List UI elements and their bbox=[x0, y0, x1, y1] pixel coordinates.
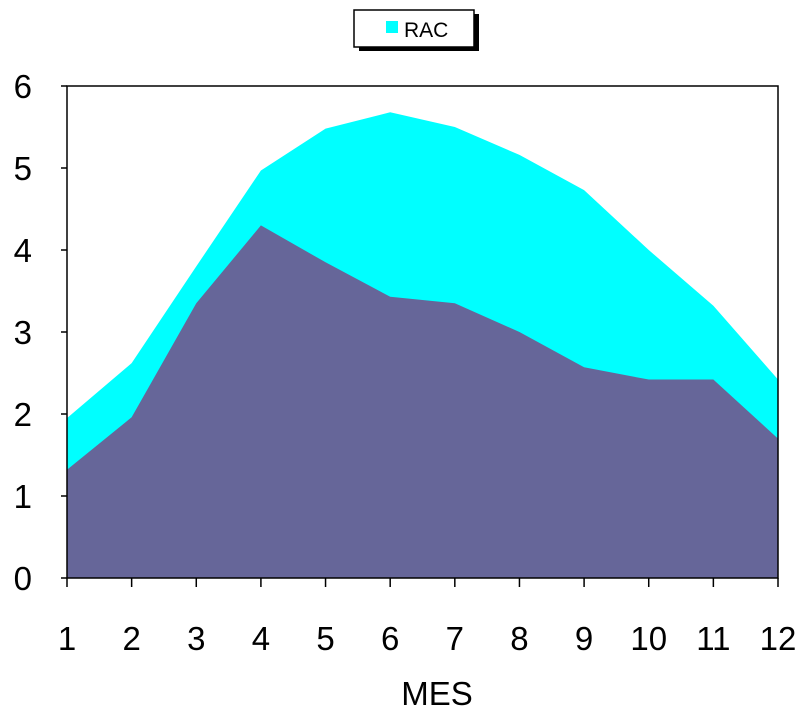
x-axis-title: MES bbox=[401, 675, 473, 712]
x-tick-label-7: 7 bbox=[446, 620, 464, 657]
x-tick-label-1: 1 bbox=[58, 620, 76, 657]
x-axis: 1 2 3 4 5 6 7 8 9 10 11 12 bbox=[58, 578, 797, 657]
x-tick-label-6: 6 bbox=[381, 620, 399, 657]
data-point-series-1-4 bbox=[259, 168, 263, 172]
data-point-series-1-2 bbox=[130, 361, 134, 365]
data-point-series-2-11 bbox=[711, 378, 715, 382]
x-tick-label-11: 11 bbox=[696, 620, 730, 657]
data-point-series-1-9 bbox=[582, 188, 586, 192]
y-tick-label-1: 1 bbox=[14, 478, 32, 515]
legend-box bbox=[353, 9, 475, 48]
y-tick-label-0: 0 bbox=[14, 560, 32, 597]
x-tick-label-10: 10 bbox=[630, 620, 667, 657]
y-tick-label-3: 3 bbox=[14, 314, 32, 351]
data-point-series-2-7 bbox=[453, 301, 457, 305]
y-tick-label-6: 6 bbox=[14, 68, 32, 105]
data-point-series-2-2 bbox=[130, 415, 134, 419]
x-tick-label-8: 8 bbox=[510, 620, 528, 657]
data-point-series-1-11 bbox=[711, 304, 715, 308]
data-point-series-2-9 bbox=[582, 365, 586, 369]
legend-label-rac: RAC bbox=[404, 19, 448, 42]
x-tick-label-2: 2 bbox=[122, 620, 140, 657]
series-layer bbox=[67, 110, 778, 579]
data-point-series-1-6 bbox=[388, 110, 392, 114]
data-point-series-1-3 bbox=[194, 264, 198, 268]
data-point-series-2-8 bbox=[517, 330, 521, 334]
legend-swatch-rac bbox=[386, 21, 398, 33]
data-point-series-2-3 bbox=[194, 301, 198, 305]
data-point-series-2-6 bbox=[388, 295, 392, 299]
data-point-series-2-4 bbox=[259, 223, 263, 227]
data-point-series-1-5 bbox=[324, 127, 328, 131]
y-tick-label-2: 2 bbox=[14, 396, 32, 433]
legend: RAC bbox=[353, 9, 479, 51]
y-tick-label-5: 5 bbox=[14, 150, 32, 187]
data-point-series-2-5 bbox=[324, 260, 328, 264]
x-tick-label-4: 4 bbox=[252, 620, 270, 657]
data-point-series-2-10 bbox=[647, 378, 651, 382]
x-tick-label-5: 5 bbox=[316, 620, 334, 657]
y-tick-label-4: 4 bbox=[14, 232, 32, 269]
x-tick-label-12: 12 bbox=[760, 620, 797, 657]
area-series-series-2 bbox=[67, 225, 778, 578]
data-point-series-1-7 bbox=[453, 125, 457, 129]
y-axis: 0 1 2 3 4 5 6 bbox=[14, 68, 67, 597]
data-point-series-1-8 bbox=[517, 153, 521, 157]
data-point-series-1-10 bbox=[647, 248, 651, 252]
x-tick-label-3: 3 bbox=[187, 620, 205, 657]
x-tick-label-9: 9 bbox=[575, 620, 593, 657]
